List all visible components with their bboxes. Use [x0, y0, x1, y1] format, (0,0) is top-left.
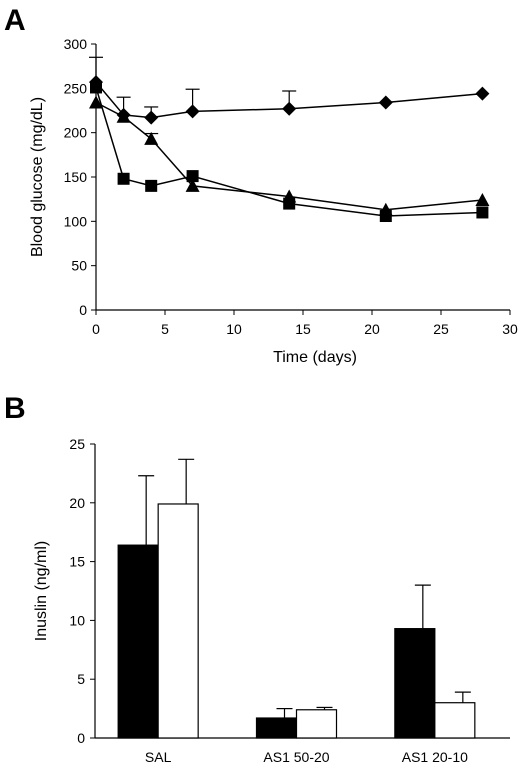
y-tick-label: 5 [77, 671, 85, 687]
y-tick-label: 10 [69, 612, 85, 628]
data-point-triangle [475, 193, 490, 207]
x-tick-label: SAL [145, 749, 172, 765]
x-tick-label: 20 [364, 321, 380, 337]
y-tick-label: 20 [69, 495, 85, 511]
blood-glucose-chart: 0 50 100 150 200 250 300 0 5 10 15 20 25 30 Time (days… [29, 36, 518, 366]
y-tick-label: 15 [69, 554, 85, 570]
y-tick-label: 100 [64, 213, 88, 229]
x-tick-label: 5 [161, 321, 169, 337]
data-point-square [283, 197, 296, 210]
y-axis-title: Inuslin (ng/ml) [33, 541, 50, 641]
data-point-square [186, 170, 199, 183]
y-tick-label: 25 [69, 436, 85, 452]
data-point-square [145, 179, 158, 192]
bar [255, 717, 298, 739]
data-point-square [90, 81, 102, 94]
x-axis-title: Time (days) [273, 349, 357, 366]
y-tick-label: 0 [79, 302, 87, 318]
panel-letter-b: B [4, 392, 26, 425]
y-tick-label: 300 [64, 36, 88, 52]
bar [157, 503, 199, 739]
data-point-diamond [475, 86, 490, 101]
y-tick-label: 250 [64, 80, 88, 96]
x-tick-label: 25 [433, 321, 449, 337]
data-point-diamond [378, 95, 393, 110]
panel-letter-a: A [4, 4, 26, 37]
data-point-square [476, 206, 489, 219]
x-tick-label: 0 [92, 321, 100, 337]
y-axis-title: Blood glucose (mg/dL) [29, 97, 46, 257]
data-point-triangle [89, 95, 103, 109]
bar [434, 702, 476, 739]
data-point-square [379, 210, 392, 223]
bar [117, 544, 159, 739]
y-tick-label: 150 [64, 169, 88, 185]
bar [295, 709, 338, 739]
y-tick-label: 0 [77, 730, 85, 746]
bar [394, 628, 436, 739]
y-tick-label: 200 [64, 125, 88, 141]
data-point-triangle [116, 109, 131, 123]
y-tick-label: 50 [71, 258, 87, 274]
x-tick-label: 30 [502, 321, 518, 337]
data-point-diamond [144, 110, 159, 125]
x-tick-label: 10 [226, 321, 242, 337]
x-tick-label: 15 [295, 321, 311, 337]
data-point-triangle [144, 131, 159, 145]
insulin-bar-chart: 0 5 10 15 20 25 Inuslin (ng/ml) SAL AS1 50-20 AS1… [33, 436, 510, 765]
data-point-square [117, 172, 130, 185]
data-point-diamond [185, 104, 200, 119]
x-tick-label: AS1 50-20 [263, 749, 329, 765]
data-point-triangle [185, 178, 200, 192]
x-tick-label: AS1 20-10 [402, 749, 468, 765]
data-point-diamond [282, 101, 297, 116]
